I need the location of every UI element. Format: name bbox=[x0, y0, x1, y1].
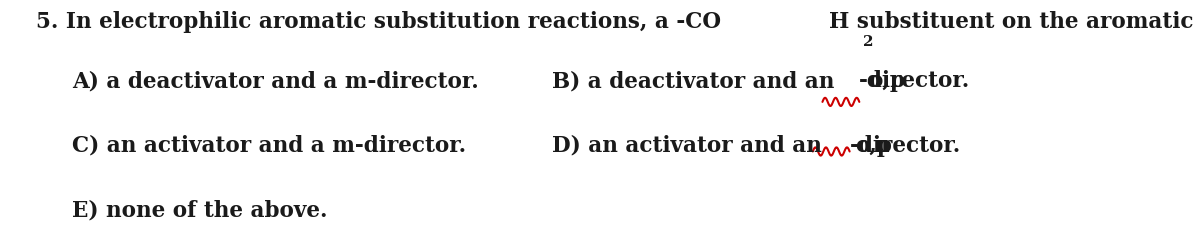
Text: o,p: o,p bbox=[868, 70, 905, 92]
Text: C) an activator and a m-director.: C) an activator and a m-director. bbox=[72, 134, 466, 156]
Text: 5. In electrophilic aromatic substitution reactions, a -CO: 5. In electrophilic aromatic substitutio… bbox=[36, 11, 721, 33]
Text: 2: 2 bbox=[863, 35, 874, 49]
Text: -director.: -director. bbox=[850, 134, 961, 156]
Text: A) a deactivator and a m-director.: A) a deactivator and a m-director. bbox=[72, 70, 479, 92]
Text: -director.: -director. bbox=[859, 70, 971, 92]
Text: B) a deactivator and an: B) a deactivator and an bbox=[552, 70, 842, 92]
Text: E) none of the above.: E) none of the above. bbox=[72, 198, 328, 220]
Text: o,p: o,p bbox=[856, 134, 892, 156]
Text: H substituent on the aromatic ring is:: H substituent on the aromatic ring is: bbox=[829, 11, 1200, 33]
Text: D) an activator and an: D) an activator and an bbox=[552, 134, 829, 156]
